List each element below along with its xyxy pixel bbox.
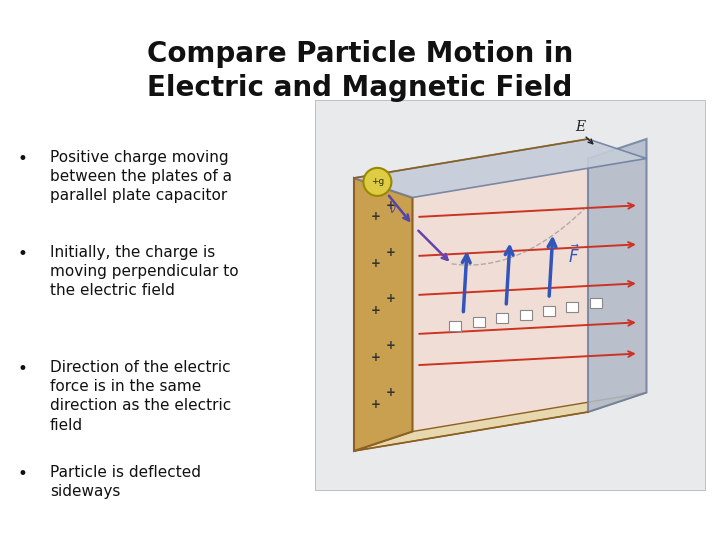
Bar [520, 309, 531, 320]
Text: Initially, the charge is
moving perpendicular to
the electric field: Initially, the charge is moving perpendi… [50, 245, 238, 299]
Bar [590, 298, 602, 308]
Text: +: + [386, 386, 396, 399]
Text: •: • [18, 245, 28, 263]
Text: +: + [386, 292, 396, 306]
Text: +: + [386, 199, 396, 212]
Text: •: • [18, 150, 28, 168]
Text: Positive charge moving
between the plates of a
parallel plate capacitor: Positive charge moving between the plate… [50, 150, 232, 204]
Text: •: • [18, 465, 28, 483]
Text: +: + [371, 211, 380, 224]
Text: Direction of the electric
force is in the same
direction as the electric
field: Direction of the electric force is in th… [50, 360, 231, 433]
Text: •: • [18, 360, 28, 378]
Polygon shape [588, 139, 647, 412]
Text: +: + [371, 397, 380, 411]
Bar [315, 100, 705, 490]
Polygon shape [354, 178, 413, 451]
Bar [567, 302, 578, 312]
Text: E: E [575, 120, 585, 134]
Text: +: + [371, 304, 380, 317]
Text: v: v [388, 202, 395, 215]
Text: $\vec{F}$: $\vec{F}$ [569, 245, 580, 267]
Text: +g: +g [371, 178, 384, 186]
Text: +: + [371, 257, 380, 271]
Bar [473, 318, 485, 327]
Polygon shape [413, 159, 647, 431]
Text: +: + [386, 246, 396, 259]
Polygon shape [354, 139, 647, 198]
Bar [543, 306, 555, 315]
Text: Particle is deflected
sideways: Particle is deflected sideways [50, 465, 201, 499]
Text: Compare Particle Motion in
Electric and Magnetic Field: Compare Particle Motion in Electric and … [147, 40, 573, 102]
Text: +: + [386, 339, 396, 352]
Polygon shape [354, 393, 647, 451]
Circle shape [364, 168, 392, 196]
Bar [496, 313, 508, 323]
Text: +: + [371, 351, 380, 364]
Bar [449, 321, 462, 331]
